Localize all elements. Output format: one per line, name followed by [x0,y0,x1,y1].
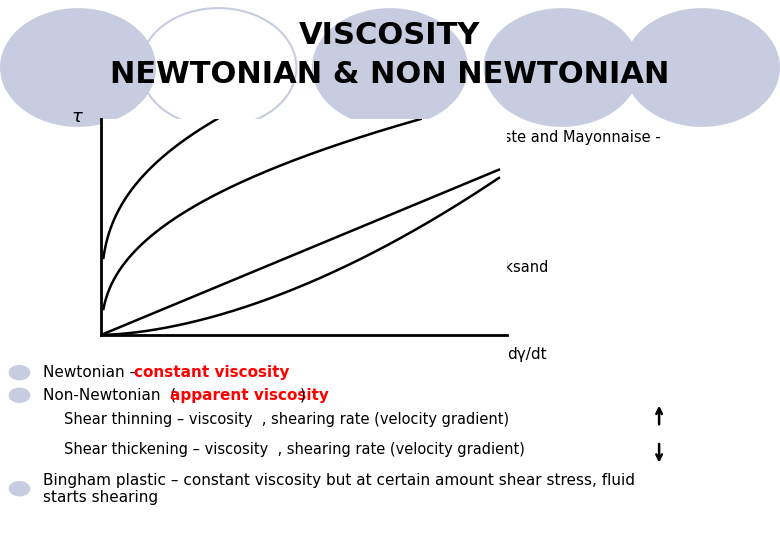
Text: Shear thinning – viscosity  , shearing rate (velocity gradient): Shear thinning – viscosity , shearing ra… [64,411,509,427]
Text: Shear thinning - Latex: Shear thinning - Latex [281,173,444,188]
Text: VISCOSITY: VISCOSITY [300,21,480,50]
Text: Shear thickening - quicksand: Shear thickening - quicksand [335,260,549,275]
Text: NEWTONIAN & NON NEWTONIAN: NEWTONIAN & NON NEWTONIAN [110,60,670,89]
Text: dγ/dt: dγ/dt [508,347,547,362]
Ellipse shape [0,8,156,127]
Circle shape [9,388,30,402]
Ellipse shape [484,8,640,127]
Text: Bingham Plastic – Toothpaste and Mayonnaise -: Bingham Plastic – Toothpaste and Mayonna… [312,130,661,145]
Ellipse shape [312,8,468,127]
Text: constant viscosity: constant viscosity [134,365,289,380]
Text: Newtonian - Oil, Water: Newtonian - Oil, Water [312,217,477,232]
Text: Shear thickening – viscosity  , shearing rate (velocity gradient): Shear thickening – viscosity , shearing … [64,442,525,457]
Circle shape [9,482,30,496]
Text: τ: τ [72,107,83,126]
Text: apparent viscosity: apparent viscosity [170,388,329,403]
Text: Bingham plastic – constant viscosity but at certain amount shear stress, fluid
s: Bingham plastic – constant viscosity but… [43,472,635,505]
Ellipse shape [624,8,780,127]
Text: ): ) [300,388,306,403]
Circle shape [9,366,30,380]
Text: Non-Newtonian  (: Non-Newtonian ( [43,388,176,403]
Text: Newtonian –: Newtonian – [43,365,142,380]
